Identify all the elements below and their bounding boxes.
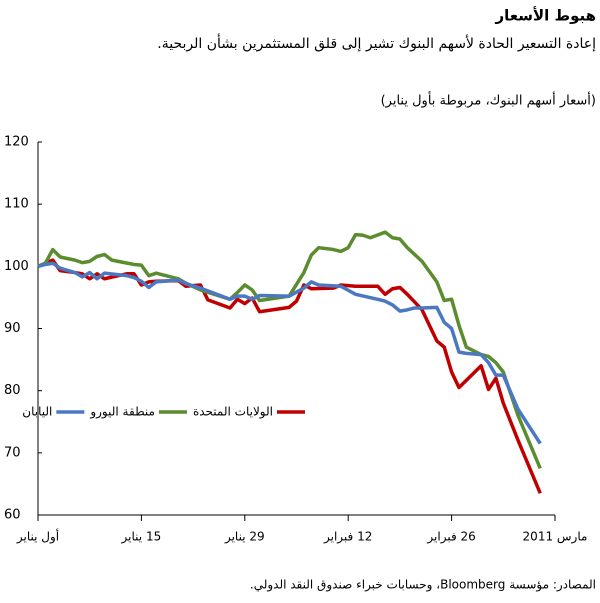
y-tick-label: 60 (4, 508, 21, 523)
y-tick-label: 120 (4, 135, 29, 150)
series-line (37, 261, 542, 445)
chart-title: هبوط الأسعار (494, 7, 596, 25)
y-tick-label: 110 (4, 197, 29, 212)
y-tick-label: 70 (4, 445, 21, 460)
x-tick-label: 26 فبراير (426, 530, 475, 545)
legend-label: اليابان (22, 405, 52, 419)
legend-label: الولايات المتحدة (193, 405, 273, 420)
x-tick-label: مارس 2011 (523, 530, 588, 545)
chart-subtitle: إعادة التسعير الحادة لأسهم البنوك تشير إ… (157, 33, 596, 52)
x-tick-label: 15 يناير (121, 530, 162, 545)
axis-note: (أسعار أسهم البنوك، مربوطة بأول يناير) (381, 91, 596, 109)
x-tick-label: 12 فبراير (323, 530, 372, 545)
y-tick-label: 100 (4, 259, 29, 274)
x-tick-label: 29 يناير (224, 530, 265, 545)
series-line (37, 258, 542, 494)
series-line (37, 230, 542, 470)
source-note: المصادر: مؤسسة Bloomberg، وحسابات خبراء … (250, 578, 596, 593)
legend-label: منطقة اليورو (89, 405, 155, 420)
x-tick-label: أول يناير (16, 529, 59, 545)
y-tick-label: 80 (4, 383, 21, 398)
y-tick-label: 90 (4, 321, 21, 336)
